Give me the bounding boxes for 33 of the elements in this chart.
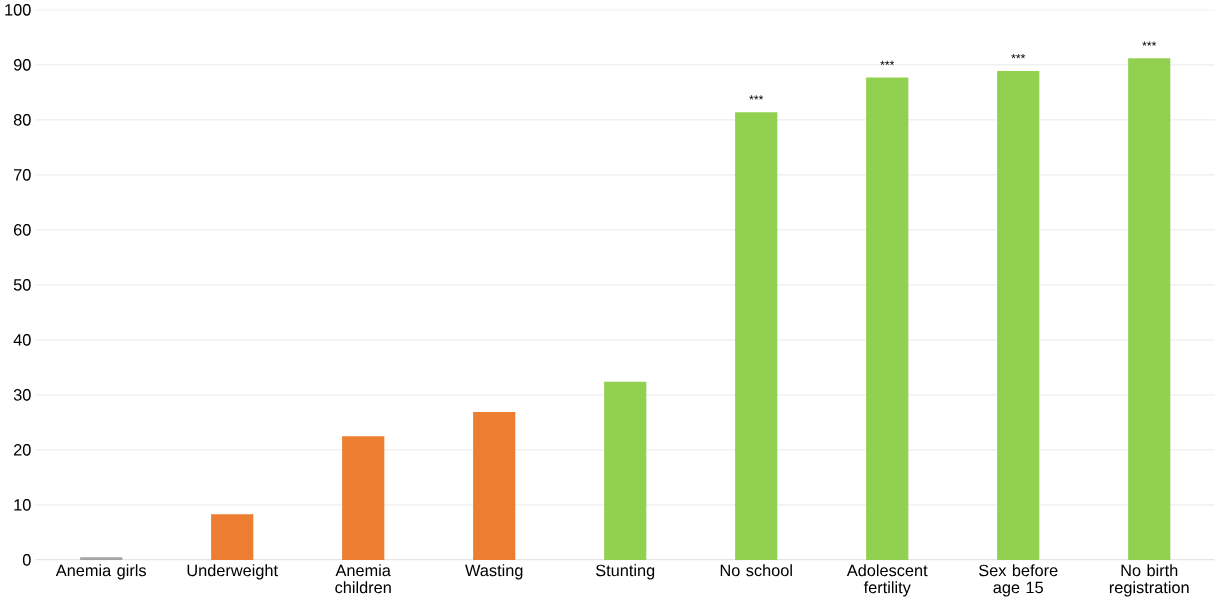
bar <box>604 381 647 561</box>
bar <box>80 557 123 561</box>
x-tick-label: Stunting <box>595 564 655 580</box>
y-tick-label: 50 <box>13 279 31 291</box>
bar <box>866 77 909 561</box>
x-tick-label: No school <box>720 564 792 577</box>
bar <box>1128 58 1171 561</box>
annotation: *** <box>1142 41 1157 46</box>
bar <box>342 436 385 561</box>
x-tick-label: Anemia girls <box>55 564 146 580</box>
x-tick-label: Wasting <box>465 564 523 580</box>
x-tick-label: No birth registration <box>1109 564 1189 597</box>
bar <box>211 514 254 561</box>
y-tick-label: 40 <box>13 334 31 346</box>
y-tick-label: 30 <box>13 389 31 401</box>
bar <box>473 412 516 561</box>
annotation: *** <box>1011 54 1026 59</box>
bar <box>997 71 1040 561</box>
y-tick-label: 0 <box>22 554 31 566</box>
x-tick-label: Sex before age 15 <box>979 564 1058 597</box>
y-tick-label: 100 <box>5 4 31 16</box>
y-tick-label: 60 <box>14 224 31 236</box>
annotation: *** <box>749 95 764 100</box>
y-tick-label: 80 <box>13 114 31 126</box>
x-tick-label: Anemia children <box>335 564 391 594</box>
bar <box>735 112 778 561</box>
x-tick-label: Adolescent fertility <box>846 564 928 597</box>
x-tick-label: Underweight <box>187 564 278 580</box>
y-tick-label: 70 <box>14 169 31 181</box>
y-tick-label: 10 <box>14 499 31 511</box>
annotation: *** <box>880 60 895 66</box>
y-tick-label: 20 <box>13 444 31 456</box>
y-tick-label: 90 <box>13 59 31 71</box>
